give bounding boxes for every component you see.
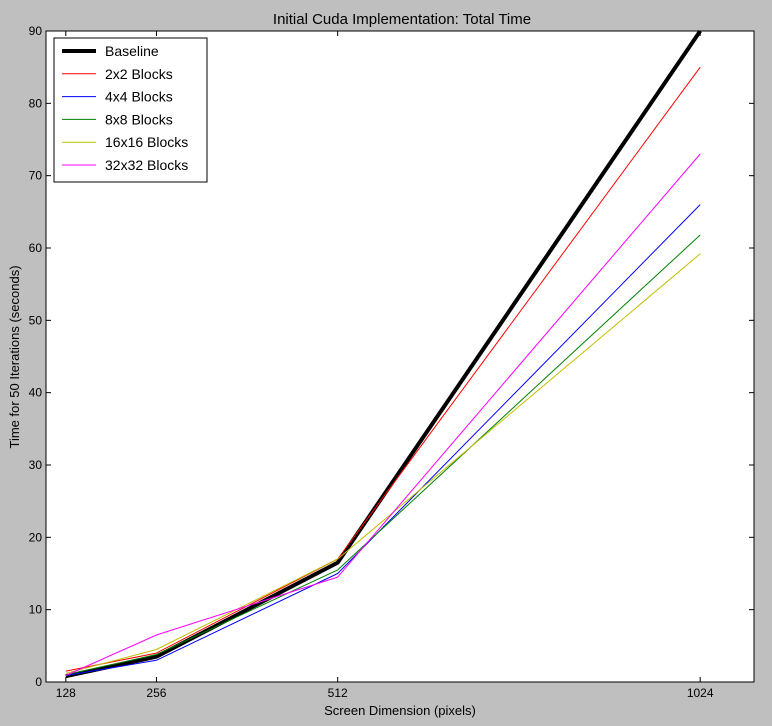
- y-axis: 0 10 20 30 40 50 60 70 80 90: [29, 24, 754, 689]
- series-line-baseline: [65, 29, 702, 679]
- legend-label: 4x4 Blocks: [105, 89, 173, 105]
- x-tick-label: 1024: [687, 686, 714, 700]
- chart-title: Initial Cuda Implementation: Total Time: [273, 11, 531, 28]
- legend-label: 8x8 Blocks: [105, 111, 173, 127]
- legend-label: 2x2 Blocks: [105, 66, 173, 82]
- y-tick-label: 90: [29, 24, 43, 38]
- series-line-8x8-blocks: [65, 234, 701, 676]
- legend-label: 32x32 Blocks: [105, 157, 188, 173]
- series-line-32x32-blocks: [65, 153, 701, 676]
- legend-label: 16x16 Blocks: [105, 134, 188, 150]
- y-tick-label: 70: [29, 169, 43, 183]
- legend: Baseline 2x2 Blocks 4x4 Blocks 8x8 Blocks 16…: [53, 37, 208, 183]
- series-lines: [65, 29, 702, 679]
- x-axis-label: Screen Dimension (pixels): [324, 703, 476, 718]
- legend-box: [53, 37, 208, 183]
- legend-label: Baseline: [105, 43, 159, 59]
- y-axis-label: Time for 50 Iterations (seconds): [7, 265, 22, 448]
- x-tick-label: 128: [56, 686, 76, 700]
- x-axis: 128 256 512 1024: [56, 31, 714, 700]
- y-tick-label: 50: [29, 313, 43, 327]
- plot-frame: [45, 30, 755, 683]
- x-tick-label: 512: [328, 686, 348, 700]
- y-tick-label: 20: [29, 530, 43, 544]
- series-line-4x4-blocks: [65, 204, 701, 676]
- y-tick-label: 30: [29, 458, 43, 472]
- y-tick-label: 0: [35, 675, 42, 689]
- series-line-16x16-blocks: [65, 253, 701, 674]
- x-tick-label: 256: [146, 686, 166, 700]
- y-tick-label: 10: [29, 603, 43, 617]
- y-tick-label: 80: [29, 96, 43, 110]
- y-tick-label: 60: [29, 241, 43, 255]
- y-tick-label: 40: [29, 386, 43, 400]
